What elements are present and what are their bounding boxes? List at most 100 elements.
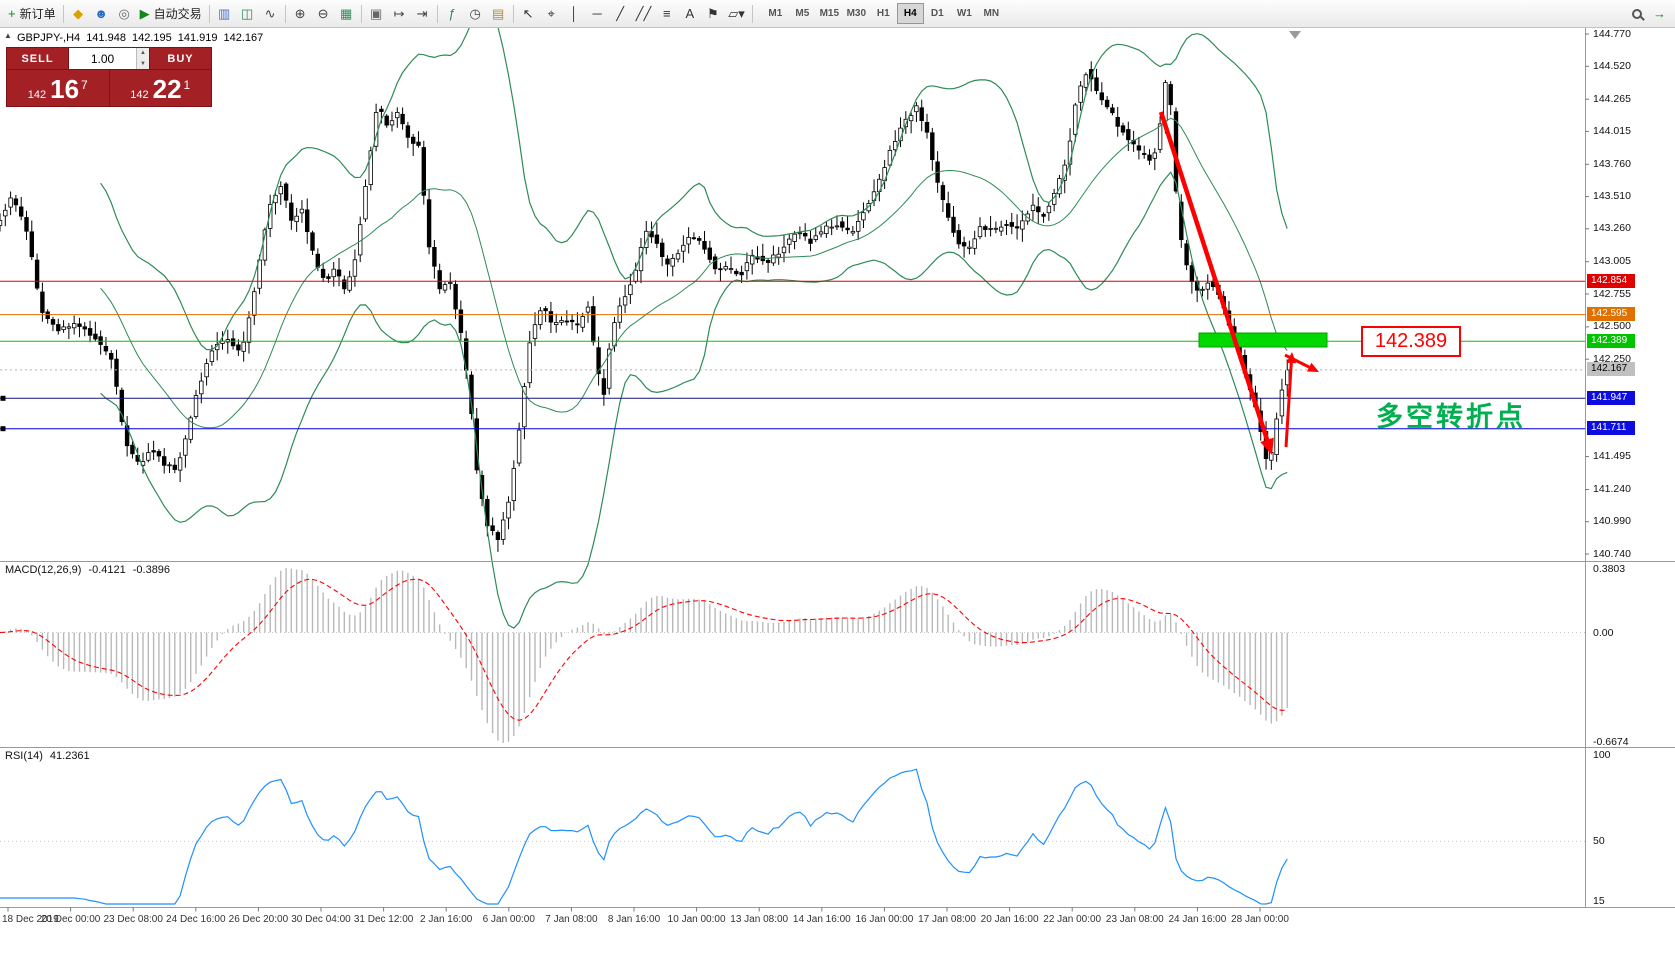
timeframe-MN[interactable]: MN [978,3,1005,24]
grid-button[interactable]: ▦ [335,2,358,25]
metaeditor-icon: ◆ [73,6,84,21]
timeframe-M1[interactable]: M1 [762,3,789,24]
zoom-in-button[interactable]: ⊕ [289,2,312,25]
fibonacci-icon: ≡ [662,6,671,21]
chart-bars-icon: ▥ [217,6,231,21]
macd-value-main: -0.4121 [88,564,126,576]
label-button[interactable]: ⚑ [701,2,724,25]
forward-button[interactable]: → [1648,2,1671,25]
templates-icon: ▤ [491,6,505,21]
trade-panel-header-row: SELL 1.00 ▲ ▼ BUY [7,48,211,69]
macd-signal-line [0,578,1288,721]
crosshair-button[interactable]: ⌖ [540,2,563,25]
channel-icon: ╱╱ [635,6,652,21]
line-handle[interactable] [0,426,6,432]
text-button[interactable]: A [678,2,701,25]
sell-price-big: 16 [50,74,80,104]
templates-button[interactable]: ▤ [487,2,510,25]
downtrend-arrow[interactable] [1158,111,1270,441]
autotrading-button[interactable]: ▶ 自动交易 [136,2,206,25]
support-zone-rect[interactable] [1198,332,1328,348]
downtrend-arrow-head [1260,437,1274,455]
buy-price-sup: 1 [183,78,191,92]
bounce-up-arrow[interactable] [1284,362,1293,448]
price-divider [108,70,110,106]
zoom-in-icon: ⊕ [294,6,306,21]
trendline-icon: ╱ [616,6,625,21]
toolbar-separator [512,4,514,23]
auto-scroll-button[interactable]: ↦ [388,2,411,25]
timeframe-toolbar: M1 M5 M15 M30 H1 H4 D1 W1 MN [762,3,1005,24]
quote-low: 141.919 [177,32,218,44]
collapse-quote-icon[interactable]: ▲ [4,31,12,40]
timeframe-W1[interactable]: W1 [951,3,978,24]
sell-price[interactable]: 142 16 7 [7,70,109,106]
chart-shift-marker[interactable] [1289,31,1301,39]
chart-line-button[interactable]: ∿ [259,2,282,25]
auto-scroll-icon: ↦ [393,6,405,21]
reject-down-arrow[interactable] [1284,353,1310,369]
sell-button[interactable]: SELL [7,48,68,69]
toolbar-separator [208,4,210,23]
buy-price[interactable]: 142 22 1 [110,70,212,106]
community-icon: ☻ [94,6,108,21]
volume-field[interactable]: 1.00 ▲ ▼ [68,48,150,69]
volume-down-icon[interactable]: ▼ [137,58,149,69]
chart-shift-button[interactable]: ⇥ [411,2,434,25]
periods-button[interactable]: ◷ [464,2,487,25]
timeframe-M15[interactable]: M15 [816,3,843,24]
search-icon [1631,8,1642,19]
timeframe-H1[interactable]: H1 [870,3,897,24]
timeframe-M5[interactable]: M5 [789,3,816,24]
line-handle[interactable] [0,395,6,401]
ohlc-quote: GBPJPY-,H4 141.948 142.195 141.919 142.1… [17,32,263,44]
chart-shift-icon: ⇥ [416,6,428,21]
shapes-button[interactable]: ▱▾ [724,2,749,25]
volume-up-icon[interactable]: ▲ [137,48,149,59]
fibonacci-button[interactable]: ≡ [655,2,678,25]
autotrading-icon: ▶ [139,6,150,21]
toolbar-separator [751,4,753,23]
buy-price-base: 142 [130,89,149,101]
toolbar-separator [62,4,64,23]
macd-histogram [4,568,1288,743]
channel-button[interactable]: ╱╱ [632,2,656,25]
chart-candles-button[interactable]: ◫ [236,2,259,25]
price-callout[interactable]: 142.389 [1361,326,1461,357]
macd-name: MACD(12,26,9) [5,564,82,576]
text-icon: A [685,6,695,21]
trendline-button[interactable]: ╱ [609,2,632,25]
cursor-button[interactable]: ↖ [517,2,540,25]
new-order-button[interactable]: + 新订单 [4,2,60,25]
community-button[interactable]: ☻ [90,2,113,25]
chart-bars-button[interactable]: ▥ [213,2,236,25]
metaeditor-button[interactable]: ◆ [67,2,90,25]
buy-price-big: 22 [152,74,182,104]
vertical-line-button[interactable]: │ [563,2,586,25]
turning-point-text: 多空转折点 [1376,402,1526,432]
timeframe-H4[interactable]: H4 [896,3,924,24]
horizontal-line-button[interactable]: ─ [586,2,609,25]
search-button[interactable] [1625,2,1648,25]
bollinger-lower-band [100,171,1288,629]
timeframe-M30[interactable]: M30 [843,3,870,24]
timeframe-D1[interactable]: D1 [924,3,951,24]
indicators-button[interactable]: ƒ [441,2,464,25]
quote-symbol-period: GBPJPY-,H4 [17,32,81,44]
tile-windows-button[interactable]: ▣ [365,2,388,25]
one-click-trading-panel: SELL 1.00 ▲ ▼ BUY 142 16 7 142 22 1 [6,47,212,107]
toolbar: + 新订单 ◆ ☻ ◎ ▶ 自动交易 ▥ ◫ ∿ ⊕ ⊖ ▦ ▣ ↦ ⇥ ƒ ◷ ▤ ↖ ⌖ │ ─ ╱ ╱╱ ≡ A ⚑ ▱▾ M1 M5… [0,0,1675,28]
buy-button[interactable]: BUY [150,48,211,69]
chart-line-icon: ∿ [264,6,276,21]
toolbar-separator [436,4,438,23]
quote-close: 142.167 [223,32,264,44]
new-order-icon: + [8,6,16,21]
rsi-value: 41.2361 [49,750,90,762]
zoom-out-button[interactable]: ⊖ [312,2,335,25]
toolbar-separator [284,4,286,23]
zoom-out-icon: ⊖ [317,6,329,21]
rsi-label: RSI(14) 41.2361 [5,750,90,762]
periods-icon: ◷ [469,6,481,21]
market-button[interactable]: ◎ [113,2,136,25]
